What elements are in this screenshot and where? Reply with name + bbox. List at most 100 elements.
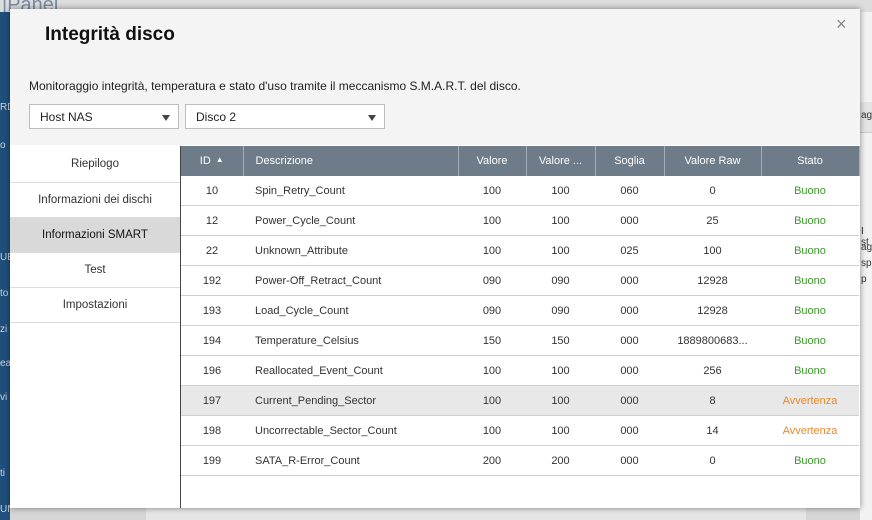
table-row[interactable]: 194 Temperature_Celsius 150 150 000 188980068… [181, 325, 859, 356]
host-select[interactable]: Host NAS [29, 104, 179, 129]
table-row[interactable]: 10 Spin_Retry_Count 100 100 060 0 Buono [181, 176, 859, 206]
cell-value: 090 [458, 265, 526, 296]
background-text: ti [0, 468, 5, 479]
table-row[interactable]: 198 Uncorrectable_Sector_Count 100 100 000 14… [181, 415, 859, 446]
table-row[interactable]: 22 Unknown_Attribute 100 100 025 100 Buono [181, 235, 859, 266]
cell-id: 12 [181, 205, 243, 236]
disk-select-value: Disco 2 [196, 110, 237, 124]
cell-raw: 12928 [664, 265, 761, 296]
table-header-row: ID ▲ Descrizione Valore Valore ... Soglia… [181, 146, 860, 176]
cell-status: Avvertenza [761, 415, 859, 446]
close-icon[interactable]: × [836, 14, 847, 34]
smart-table: ID ▲ Descrizione Valore Valore ... Soglia… [181, 146, 860, 476]
nav-item-settings[interactable]: Impostazioni [10, 288, 180, 323]
host-select-value: Host NAS [40, 110, 93, 124]
background-text: to [0, 288, 9, 299]
cell-raw: 0 [664, 176, 761, 206]
cell-id: 196 [181, 355, 243, 386]
table-row[interactable]: 196 Reallocated_Event_Count 100 100 000 256 Bu… [181, 355, 859, 386]
cell-raw: 25 [664, 205, 761, 236]
column-header-status[interactable]: Stato [761, 146, 860, 176]
chevron-down-icon [162, 115, 170, 121]
cell-value: 100 [458, 235, 526, 266]
table-row[interactable]: 199 SATA_R-Error_Count 200 200 000 0 Buono [181, 445, 859, 476]
disk-select[interactable]: Disco 2 [185, 104, 385, 129]
cell-desc: Uncorrectable_Sector_Count [243, 415, 458, 446]
cell-desc: Temperature_Celsius [243, 325, 458, 356]
table-row[interactable]: 193 Load_Cycle_Count 090 090 000 12928 Buono [181, 295, 859, 326]
cell-threshold: 000 [595, 325, 664, 356]
table-row[interactable]: 12 Power_Cycle_Count 100 100 000 25 Buono [181, 205, 859, 236]
background-text: UN [0, 504, 15, 515]
cell-status: Buono [761, 176, 859, 206]
cell-desc: Power-Off_Retract_Count [243, 265, 458, 296]
cell-value: 100 [458, 355, 526, 386]
nav-item-summary[interactable]: Riepilogo [10, 146, 180, 183]
cell-value: 100 [458, 385, 526, 416]
cell-status: Buono [761, 235, 859, 266]
background-text: RD [0, 102, 15, 113]
cell-status: Buono [761, 445, 859, 476]
side-nav: Riepilogo Informazioni dei dischi Inform… [10, 146, 181, 508]
background-text: agr [861, 242, 872, 253]
cell-desc: SATA_R-Error_Count [243, 445, 458, 476]
cell-worst: 100 [526, 415, 595, 446]
dialog-description: Monitoraggio integrità, temperatura e st… [29, 79, 521, 93]
cell-value: 100 [458, 176, 526, 206]
cell-threshold: 000 [595, 265, 664, 296]
cell-id: 22 [181, 235, 243, 266]
cell-desc: Unknown_Attribute [243, 235, 458, 266]
cell-status: Avvertenza [761, 385, 859, 416]
cell-threshold: 025 [595, 235, 664, 266]
cell-worst: 090 [526, 295, 595, 326]
background-right-panel: ag I st agr sp p [860, 12, 872, 520]
column-header-value[interactable]: Valore [458, 146, 527, 176]
nav-item-disk-info[interactable]: Informazioni dei dischi [10, 183, 180, 218]
cell-id: 199 [181, 445, 243, 476]
cell-id: 197 [181, 385, 243, 416]
column-header-threshold[interactable]: Soglia [595, 146, 665, 176]
background-text: ag [861, 110, 872, 121]
background-text: sp [861, 258, 872, 269]
cell-worst: 100 [526, 176, 595, 206]
table-body: 10 Spin_Retry_Count 100 100 060 0 Buono 12 Power… [181, 176, 859, 476]
smart-table-container: ID ▲ Descrizione Valore Valore ... Soglia… [181, 146, 860, 508]
cell-value: 100 [458, 415, 526, 446]
background-footer [10, 507, 860, 520]
background-text: o [0, 140, 6, 151]
nav-item-test[interactable]: Test [10, 253, 180, 288]
background-bar: ag [860, 102, 872, 133]
cell-id: 10 [181, 176, 243, 206]
cell-desc: Power_Cycle_Count [243, 205, 458, 236]
sort-asc-icon: ▲ [215, 155, 224, 164]
column-header-id[interactable]: ID ▲ [181, 146, 244, 176]
cell-id: 198 [181, 415, 243, 446]
cell-desc: Spin_Retry_Count [243, 176, 458, 206]
cell-desc: Current_Pending_Sector [243, 385, 458, 416]
cell-id: 194 [181, 325, 243, 356]
background-footer-inner [146, 507, 806, 520]
column-header-label: ID [199, 155, 211, 167]
cell-raw: 256 [664, 355, 761, 386]
table-row[interactable]: 197 Current_Pending_Sector 100 100 000 8 Avver… [181, 385, 859, 416]
background-text: I st [861, 226, 869, 248]
cell-raw: 14 [664, 415, 761, 446]
cell-id: 192 [181, 265, 243, 296]
cell-desc: Load_Cycle_Count [243, 295, 458, 326]
table-row[interactable]: 192 Power-Off_Retract_Count 090 090 000 12928… [181, 265, 859, 296]
cell-worst: 100 [526, 205, 595, 236]
cell-worst: 100 [526, 235, 595, 266]
nav-item-smart-info[interactable]: Informazioni SMART [10, 218, 180, 253]
dialog-header: Integrità disco × Monitoraggio integrità… [10, 9, 860, 145]
cell-threshold: 000 [595, 355, 664, 386]
cell-status: Buono [761, 205, 859, 236]
background-text: zi [0, 324, 8, 335]
cell-raw: 1889800683... [664, 325, 761, 356]
cell-value: 150 [458, 325, 526, 356]
column-header-worst[interactable]: Valore ... [526, 146, 596, 176]
disk-health-dialog: Integrità disco × Monitoraggio integrità… [10, 9, 860, 508]
cell-raw: 0 [664, 445, 761, 476]
column-header-raw[interactable]: Valore Raw [664, 146, 762, 176]
cell-raw: 100 [664, 235, 761, 266]
column-header-description[interactable]: Descrizione [243, 146, 459, 176]
